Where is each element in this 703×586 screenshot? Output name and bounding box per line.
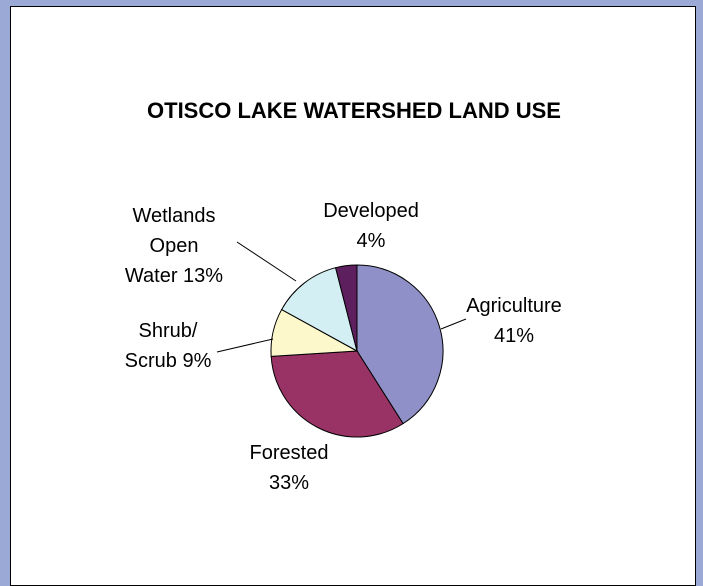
- slice-label-agriculture: Agriculture 41%: [466, 295, 562, 347]
- slice-label-line: Agriculture: [466, 295, 562, 317]
- slice-label-line: Shrub/: [139, 320, 198, 342]
- pie-slice-developed: [335, 264, 358, 352]
- slice-label-line: Forested: [250, 442, 329, 464]
- chart-area: OTISCO LAKE WATERSHED LAND USE Agricultu…: [10, 6, 696, 586]
- slice-label-developed: Developed 4%: [323, 200, 419, 252]
- slice-label-line: 33%: [269, 472, 309, 494]
- slice-label-line: Wetlands: [132, 205, 215, 227]
- slice-label-line: Water 13%: [125, 265, 223, 287]
- slice-label-line: Scrub 9%: [125, 350, 212, 372]
- slice-label-line: Open: [150, 235, 199, 257]
- leader-line-wetlands-open-water: [236, 241, 297, 282]
- pie-chart: Agriculture 41% Forested 33% Shrub/Scrub 9% W…: [125, 200, 562, 494]
- slice-label-line: 4%: [357, 230, 386, 252]
- chart-title: OTISCO LAKE WATERSHED LAND USE: [147, 98, 561, 123]
- slice-label-shrub-scrub: Shrub/Scrub 9%: [125, 320, 212, 372]
- leader-line-shrub-scrub: [216, 338, 274, 353]
- slice-label-wetlands-open-water: Wetlands Open Water 13%: [125, 205, 223, 287]
- pie-slice-forested: [270, 350, 404, 438]
- leader-line-agriculture: [440, 318, 467, 330]
- slice-label-line: Developed: [323, 200, 419, 222]
- pie-slice-wetlands-open-water: [280, 267, 358, 352]
- slice-label-forested: Forested 33%: [250, 442, 329, 494]
- slice-label-line: 41%: [494, 325, 534, 347]
